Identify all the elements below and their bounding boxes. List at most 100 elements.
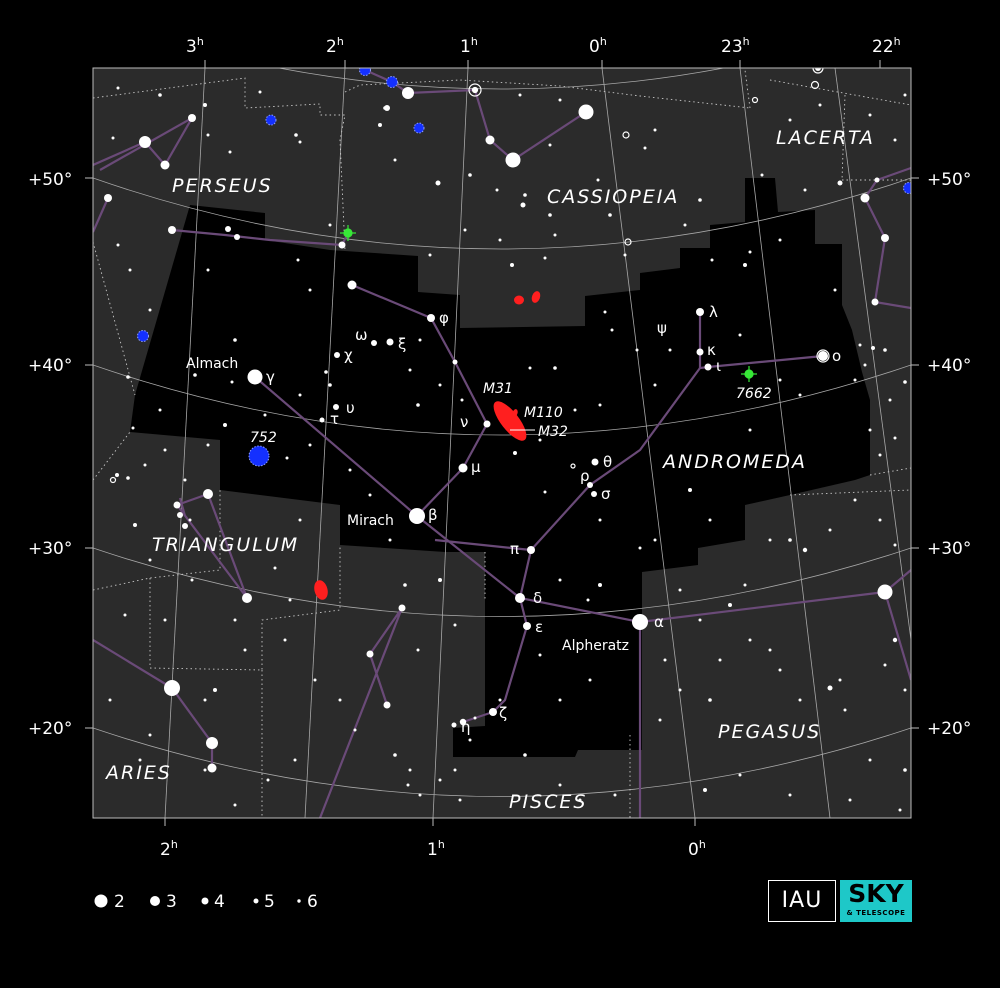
- dec-left-40: +40°: [28, 356, 72, 376]
- ngc752-cluster[interactable]: [248, 445, 270, 467]
- almach-star[interactable]: [247, 369, 263, 385]
- label-aries: ARIES: [104, 762, 172, 784]
- dec-right-40: +40°: [927, 356, 971, 376]
- greek-omega: ω: [355, 326, 368, 344]
- ra-bottom-2h: 2: [160, 840, 171, 860]
- variable-stars: [109, 68, 830, 484]
- greek-theta: θ: [603, 453, 612, 471]
- ngc-galaxy-1[interactable]: [514, 295, 524, 305]
- greek-pi: π: [510, 540, 519, 558]
- map-border: [92, 67, 912, 819]
- legend-mag-3: 3: [166, 892, 177, 912]
- label-triangulum: TRIANGULUM: [152, 534, 299, 556]
- legend-mag-2: 2: [114, 892, 125, 912]
- sky-telescope-logo: SKY & TELESCOPE: [840, 880, 912, 922]
- greek-sigma: σ: [601, 485, 611, 503]
- ra-labels-top: 3h 2h 1h 0h 23h 22h: [186, 35, 901, 57]
- dec-right-30: +30°: [927, 539, 971, 559]
- label-cassiopeia: CASSIOPEIA: [547, 186, 679, 208]
- galaxies: [312, 290, 542, 602]
- greek-phi: φ: [439, 309, 449, 327]
- greek-tau: τ: [330, 410, 339, 428]
- triangulum-galaxy[interactable]: [312, 579, 330, 602]
- dec-right-50: +50°: [927, 170, 971, 190]
- hamal-star: [164, 680, 180, 696]
- legend-mag-5: 5: [264, 892, 275, 912]
- faint-stars: [108, 86, 907, 812]
- label-m110: M110: [524, 405, 563, 421]
- constellation-boundaries: [93, 69, 911, 818]
- greek-nu: ν: [460, 413, 468, 431]
- svg-text:2h: 2h: [160, 838, 178, 860]
- iau-logo: IAU: [768, 880, 836, 922]
- ra-top-23h-unit: h: [743, 35, 750, 48]
- dec-left-50: +50°: [28, 170, 72, 190]
- ra-top-0h-unit: h: [600, 35, 607, 48]
- ra-top-1h-unit: h: [471, 35, 478, 48]
- label-ngc752: 752: [250, 430, 277, 446]
- label-m31: M31: [483, 381, 513, 397]
- greek-eta: η: [461, 718, 471, 736]
- ra-labels-bottom: 2h 1h 0h: [160, 838, 706, 860]
- ra-grid: [164, 68, 911, 818]
- planetary-nebulae: [340, 225, 757, 382]
- ra-top-2h-unit: h: [337, 35, 344, 48]
- label-lacerta: LACERTA: [776, 127, 875, 149]
- label-ngc7662: 7662: [736, 386, 772, 402]
- greek-gamma: γ: [266, 368, 275, 386]
- constellation-lines: [93, 68, 911, 818]
- greek-rho: ρ: [580, 467, 590, 485]
- andromeda-region: [130, 178, 870, 757]
- label-mirach: Mirach: [347, 513, 394, 529]
- ra-bottom-1h: 1: [427, 840, 438, 860]
- label-perseus: PERSEUS: [172, 175, 273, 197]
- greek-psi: ψ: [657, 319, 667, 337]
- svg-text:0h: 0h: [688, 838, 706, 860]
- greek-alpha: α: [654, 613, 664, 631]
- caph-star: [578, 104, 594, 120]
- dec-left-20: +20°: [28, 719, 72, 739]
- schedar-star: [505, 152, 521, 168]
- ra-top-3h: 3: [186, 37, 197, 57]
- label-andromeda: ANDROMEDA: [661, 451, 807, 473]
- ra-top-22h-unit: h: [894, 35, 901, 48]
- m110-galaxy[interactable]: [511, 408, 518, 417]
- alpheratz-star[interactable]: [632, 614, 648, 630]
- open-clusters: [137, 68, 911, 467]
- medium-stars: [104, 68, 889, 773]
- legend-mag-4: 4: [214, 892, 225, 912]
- frame-ticks: [85, 60, 919, 826]
- ra-bottom-0h: 0: [688, 840, 699, 860]
- ra-top-0h: 0: [589, 37, 600, 57]
- label-pegasus: PEGASUS: [718, 721, 821, 743]
- greek-xi: ξ: [398, 335, 406, 353]
- dec-grid: [93, 68, 911, 797]
- perseus-bright-star: [139, 136, 151, 148]
- greek-iota: ι: [716, 357, 721, 375]
- svg-text:2h: 2h: [326, 35, 344, 57]
- ngc-galaxy-2[interactable]: [530, 290, 542, 304]
- greek-beta: β: [428, 506, 438, 524]
- mirach-star[interactable]: [409, 508, 425, 524]
- label-pisces: PISCES: [509, 791, 587, 813]
- ra-bottom-2h-unit: h: [171, 838, 178, 851]
- label-almach: Almach: [186, 356, 238, 372]
- sky-logo-text: SKY: [848, 879, 904, 908]
- ra-top-23h: 23: [721, 37, 743, 57]
- ra-bottom-0h-unit: h: [699, 838, 706, 851]
- greek-upsilon: υ: [346, 399, 355, 417]
- greek-epsilon: ε: [535, 618, 543, 636]
- greek-mu: μ: [471, 458, 481, 476]
- ra-top-2h: 2: [326, 37, 337, 57]
- scheat-star: [877, 584, 893, 600]
- greek-omicron: o: [832, 347, 841, 365]
- greek-zeta: ζ: [499, 704, 507, 722]
- dec-left-30: +30°: [28, 539, 72, 559]
- greek-chi: χ: [344, 346, 353, 364]
- magnitude-legend: 2 3 4 5 6: [94, 892, 318, 912]
- ra-top-1h: 1: [460, 37, 471, 57]
- greek-kappa: κ: [707, 341, 716, 359]
- svg-text:3h: 3h: [186, 35, 204, 57]
- bright-stars: [139, 104, 893, 696]
